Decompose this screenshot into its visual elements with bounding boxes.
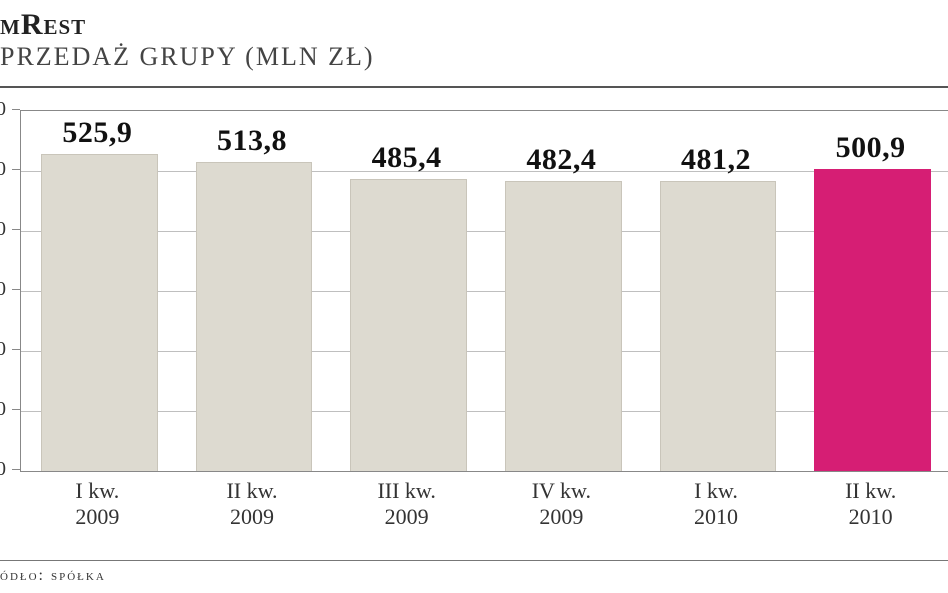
bar: [814, 169, 930, 471]
y-tick-mark: [12, 229, 20, 230]
x-category-line2: 2009: [481, 504, 641, 530]
title-divider: [0, 86, 948, 88]
gridline: [21, 351, 948, 352]
y-tick-mark: [12, 469, 20, 470]
bar: [660, 181, 776, 471]
x-category-line1: III kw.: [327, 478, 487, 504]
x-category-line2: 2010: [636, 504, 796, 530]
x-category-line2: 2009: [327, 504, 487, 530]
x-category-line1: II kw.: [791, 478, 948, 504]
bar-value-label: 481,2: [636, 143, 796, 177]
x-category-line2: 2009: [172, 504, 332, 530]
y-tick-digit: 0: [0, 278, 6, 301]
y-tick-digit: 0: [0, 338, 6, 361]
bar: [41, 154, 157, 471]
y-tick-mark: [12, 289, 20, 290]
bar-value-label: 500,9: [791, 131, 948, 165]
bar: [350, 179, 466, 471]
x-category-line1: I kw.: [636, 478, 796, 504]
x-category-line1: I kw.: [17, 478, 177, 504]
bar: [196, 162, 312, 471]
x-category-label: II kw.2010: [791, 478, 948, 531]
bar: [505, 181, 621, 471]
gridline: [21, 231, 948, 232]
y-tick-digit: 0: [0, 398, 6, 421]
y-tick-digit: 0: [0, 98, 6, 121]
title-block: mRest przedaż grupy (mln zł): [0, 8, 375, 72]
chart-title: mRest: [0, 8, 375, 42]
x-category-label: IV kw.2009: [481, 478, 641, 531]
y-tick-digit: 0: [0, 458, 6, 481]
y-tick-mark: [12, 109, 20, 110]
x-category-label: II kw.2009: [172, 478, 332, 531]
y-tick-mark: [12, 349, 20, 350]
gridline: [21, 411, 948, 412]
x-category-line1: II kw.: [172, 478, 332, 504]
chart-area: 00000000000000525,9I kw.2009513,8II kw.2…: [0, 110, 948, 500]
chart-subtitle: przedaż grupy (mln zł): [0, 42, 375, 72]
x-category-label: I kw.2010: [636, 478, 796, 531]
footer-divider: [0, 560, 948, 561]
bar-value-label: 513,8: [172, 124, 332, 158]
x-category-line2: 2010: [791, 504, 948, 530]
gridline: [21, 291, 948, 292]
x-category-label: III kw.2009: [327, 478, 487, 531]
bar-value-label: 485,4: [327, 141, 487, 175]
x-category-line2: 2009: [17, 504, 177, 530]
chart-container: mRest przedaż grupy (mln zł) 00000000000…: [0, 0, 948, 593]
bar-value-label: 525,9: [17, 116, 177, 150]
y-tick-digit: 0: [0, 218, 6, 241]
y-tick-mark: [12, 409, 20, 410]
y-tick-mark: [12, 169, 20, 170]
bar-value-label: 482,4: [481, 143, 641, 177]
x-category-line1: IV kw.: [481, 478, 641, 504]
x-category-label: I kw.2009: [17, 478, 177, 531]
source-text: ódło: spółka: [0, 567, 106, 585]
y-tick-digit: 0: [0, 158, 6, 181]
